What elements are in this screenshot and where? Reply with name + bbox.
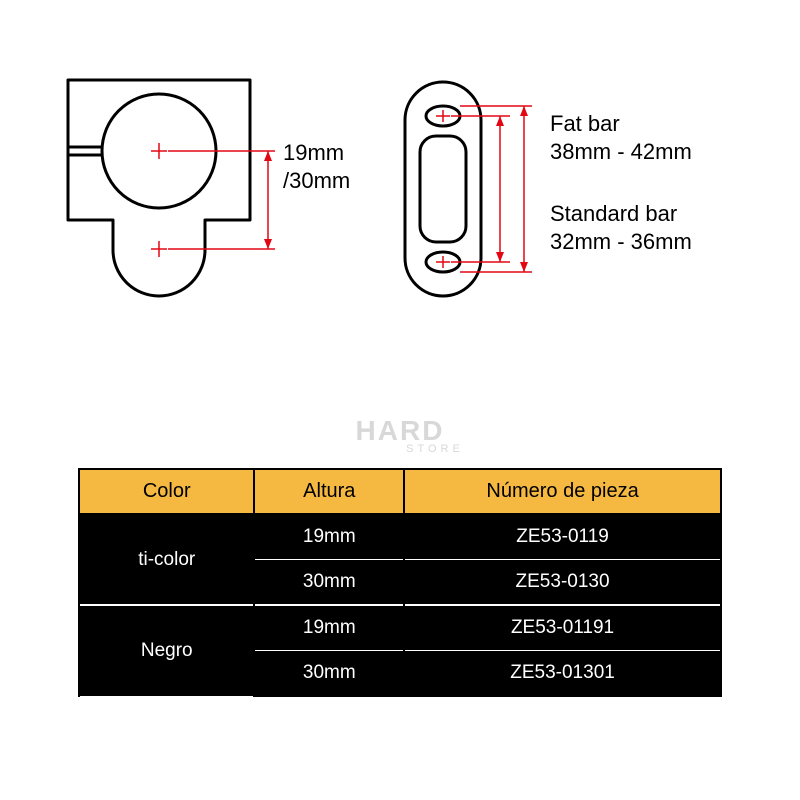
cell-pieza: ZE53-01301	[404, 651, 721, 697]
watermark: HARD STORE	[0, 415, 800, 455]
front-view-diagram	[50, 50, 280, 340]
front-view-dimension-label: 19mm /30mm	[283, 139, 350, 194]
dim-line1: 19mm	[283, 140, 344, 165]
cell-pieza: ZE53-0119	[404, 514, 721, 560]
cell-altura: 19mm	[254, 605, 404, 651]
std-bar-line2: 32mm - 36mm	[550, 229, 692, 254]
standard-bar-label: Standard bar 32mm - 36mm	[550, 200, 692, 255]
cell-color: Negro	[79, 605, 254, 696]
col-header-color: Color	[79, 469, 254, 514]
cell-color: ti-color	[79, 514, 254, 605]
cell-altura: 30mm	[254, 651, 404, 697]
cell-pieza: ZE53-01191	[404, 605, 721, 651]
col-header-altura: Altura	[254, 469, 404, 514]
cell-altura: 19mm	[254, 514, 404, 560]
watermark-sub: STORE	[70, 443, 800, 455]
cell-altura: 30mm	[254, 560, 404, 606]
fat-bar-line2: 38mm - 42mm	[550, 139, 692, 164]
cell-pieza: ZE53-0130	[404, 560, 721, 606]
specs-table: Color Altura Número de pieza ti-color 19…	[78, 468, 722, 697]
table-header-row: Color Altura Número de pieza	[79, 469, 721, 514]
table-row: ti-color 19mm ZE53-0119	[79, 514, 721, 560]
dim-line2: /30mm	[283, 168, 350, 193]
col-header-pieza: Número de pieza	[404, 469, 721, 514]
fat-bar-label: Fat bar 38mm - 42mm	[550, 110, 692, 165]
fat-bar-line1: Fat bar	[550, 111, 620, 136]
top-view-diagram	[380, 50, 550, 340]
std-bar-line1: Standard bar	[550, 201, 677, 226]
technical-diagram: 19mm /30mm	[50, 50, 750, 380]
watermark-main: HARD	[356, 415, 445, 446]
table-row: Negro 19mm ZE53-01191	[79, 605, 721, 651]
